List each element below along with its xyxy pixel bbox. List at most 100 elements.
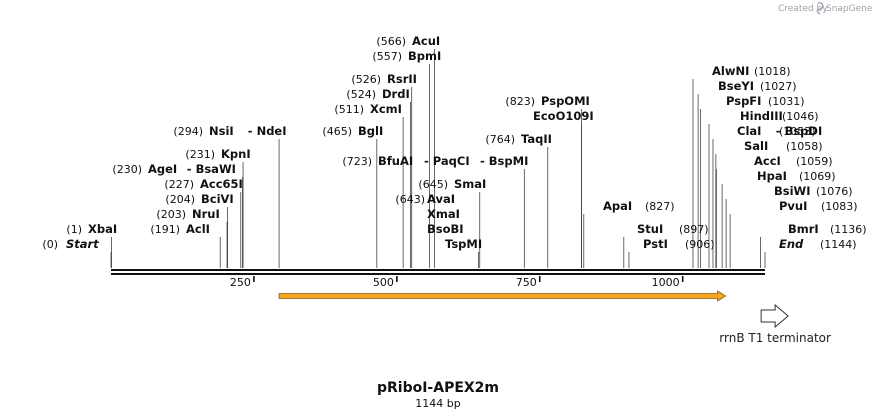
site-pos-bseyi: (1027) <box>760 80 797 93</box>
site-name-taqii: TaqII <box>521 132 552 146</box>
site-pos-bgli: (465) <box>322 125 352 138</box>
site-name-drdi: DrdI <box>382 87 410 101</box>
marker-end: End (1144) <box>779 237 857 251</box>
site-name-stui: StuI <box>637 222 663 236</box>
site-pos-nrui: (203) <box>156 208 186 221</box>
site-name-bpmi: BpmI <box>408 49 441 63</box>
site-acli[interactable]: (191) AclI <box>150 222 210 236</box>
site-alwni[interactable]: (1018) AlwNI <box>712 64 791 78</box>
site-pos-apai: (827) <box>645 200 675 213</box>
site-drdi[interactable]: (524) DrdI <box>346 87 409 101</box>
site-apai[interactable]: (827) ApaI <box>603 199 675 213</box>
site-name-kpni: KpnI <box>221 147 251 161</box>
marker-pos-end: (1144) <box>820 238 857 251</box>
site-name-nsii: NsiI <box>209 124 234 138</box>
site-smai[interactable]: (645) SmaI <box>418 177 486 191</box>
site-pos-drdi: (524) <box>346 88 376 101</box>
ruler-tick-label-250: 250 <box>230 276 251 289</box>
site-pos-bsiwi: (1076) <box>816 185 853 198</box>
site-labels: (1) XbaI (191) AclI(203) NruI(204) BciVI(227)… <box>42 34 866 251</box>
site-pos-rsrii: (526) <box>351 73 381 86</box>
site-psti[interactable]: (906) PstI <box>643 237 715 251</box>
site-leaders <box>110 49 766 268</box>
site-name-hpai: HpaI <box>757 169 787 183</box>
site-sali[interactable]: (1058) SalI <box>744 139 823 153</box>
site-pos-bfuai: (723) <box>342 155 372 168</box>
site-nrui[interactable]: (203) NruI <box>156 207 219 221</box>
site-name-bcivi: BciVI <box>201 192 234 206</box>
plasmid-length: 1144 bp <box>415 397 460 410</box>
site-tspmi[interactable]: TspMI <box>445 237 482 251</box>
site-name-pvui: PvuI <box>779 199 807 213</box>
snapgene-logo-icon <box>816 2 824 15</box>
marker-pos-start: (0) <box>42 238 58 251</box>
site-taqii[interactable]: (764) TaqII <box>485 132 552 146</box>
feature-rrnb-terminator-arrow[interactable] <box>760 303 789 329</box>
site-name-acci: AccI <box>754 154 781 168</box>
site-acui[interactable]: (566) AcuI <box>376 34 440 48</box>
site-pos-xbai: (1) <box>66 223 82 236</box>
site-name-acui: AcuI <box>412 34 440 48</box>
site-bmri[interactable]: (1136) BmrI <box>788 222 867 236</box>
site-ecoo109i[interactable]: EcoO109I <box>533 109 594 123</box>
site-name-pspomi: PspOMI <box>541 94 590 108</box>
site-stui[interactable]: (897) StuI <box>637 222 709 236</box>
site-name-acli: AclI <box>186 222 210 236</box>
site-xmai[interactable]: XmaI <box>427 207 460 221</box>
site-pos-clai: (1053) <box>779 125 816 138</box>
site-hindiii[interactable]: (1046)HindIII <box>740 109 819 123</box>
site-pos-bpmi: (557) <box>372 50 402 63</box>
site-name-apai: ApaI <box>603 199 632 213</box>
site-name-rsrii: RsrII <box>387 72 417 86</box>
plasmid-name: pRiboI-APEX2m <box>377 380 499 396</box>
site-nsii[interactable]: (294) NsiI - NdeI <box>173 124 286 138</box>
site-avai[interactable]: (643) AvaI <box>395 192 455 206</box>
site-name-xcmi: XcmI <box>370 102 402 116</box>
site-alias-bspmi: - BspMI <box>480 154 528 168</box>
site-kpni[interactable]: (231) KpnI <box>185 147 250 161</box>
site-name-xbai: XbaI <box>88 222 117 236</box>
site-pos-pspfi: (1031) <box>768 95 805 108</box>
ruler-tick-label-1000: 1000 <box>652 276 680 289</box>
site-alias-ndei: - NdeI <box>248 124 287 138</box>
site-name-nrui: NruI <box>192 207 220 221</box>
site-acc65i[interactable]: (227) Acc65I <box>164 177 242 191</box>
site-alias-bspdi: - BspDI <box>776 124 822 138</box>
site-name-bseyi: BseYI <box>718 79 754 93</box>
site-clai[interactable]: (1053) ClaI - BspDI <box>737 124 822 138</box>
site-name-acc65i: Acc65I <box>200 177 243 191</box>
site-agei[interactable]: (230) AgeI - BsaWI <box>112 162 236 176</box>
site-pspfi[interactable]: (1031) PspFI <box>726 94 805 108</box>
site-pvui[interactable]: (1083) PvuI <box>779 199 858 213</box>
site-bgli[interactable]: (465) BglI <box>322 124 383 138</box>
site-pos-acui: (566) <box>376 35 406 48</box>
site-pos-hpai: (1069) <box>799 170 836 183</box>
site-bpmi[interactable]: (557) BpmI <box>372 49 441 63</box>
site-pos-nsii: (294) <box>173 125 203 138</box>
marker-name-end: End <box>779 237 804 251</box>
site-name-psti: PstI <box>643 237 668 251</box>
site-bfuai[interactable]: (723) BfuAI - PaqCI - BspMI <box>342 154 528 168</box>
site-name-tspmi: TspMI <box>445 237 482 251</box>
site-acci[interactable]: (1059) AccI <box>754 154 833 168</box>
site-bseyi[interactable]: (1027) BseYI <box>718 79 797 93</box>
site-bcivi[interactable]: (204) BciVI <box>165 192 233 206</box>
site-pspomi[interactable]: (823) PspOMI <box>505 94 589 108</box>
feature-orf-arrow[interactable] <box>278 290 727 302</box>
site-xbai[interactable]: (1) XbaI <box>66 222 117 236</box>
site-name-pspfi: PspFI <box>726 94 761 108</box>
site-pos-pspomi: (823) <box>505 95 535 108</box>
site-name-bgli: BglI <box>358 124 383 138</box>
site-bsobi[interactable]: BsoBI <box>427 222 464 236</box>
site-xcmi[interactable]: (511) XcmI <box>334 102 402 116</box>
features: rrnB T1 terminator <box>278 290 831 345</box>
ruler-tick-label-750: 750 <box>516 276 537 289</box>
site-alias-paqci: - PaqCI <box>424 154 470 168</box>
site-pos-smai: (645) <box>418 178 448 191</box>
site-rsrii[interactable]: (526) RsrII <box>351 72 417 86</box>
site-name-bsobi: BsoBI <box>427 222 464 236</box>
site-pos-bmri: (1136) <box>830 223 867 236</box>
feature-rrnb-terminator-label: rrnB T1 terminator <box>719 331 831 345</box>
site-hpai[interactable]: (1069) HpaI <box>757 169 836 183</box>
site-bsiwi[interactable]: (1076) BsiWI <box>774 184 853 198</box>
